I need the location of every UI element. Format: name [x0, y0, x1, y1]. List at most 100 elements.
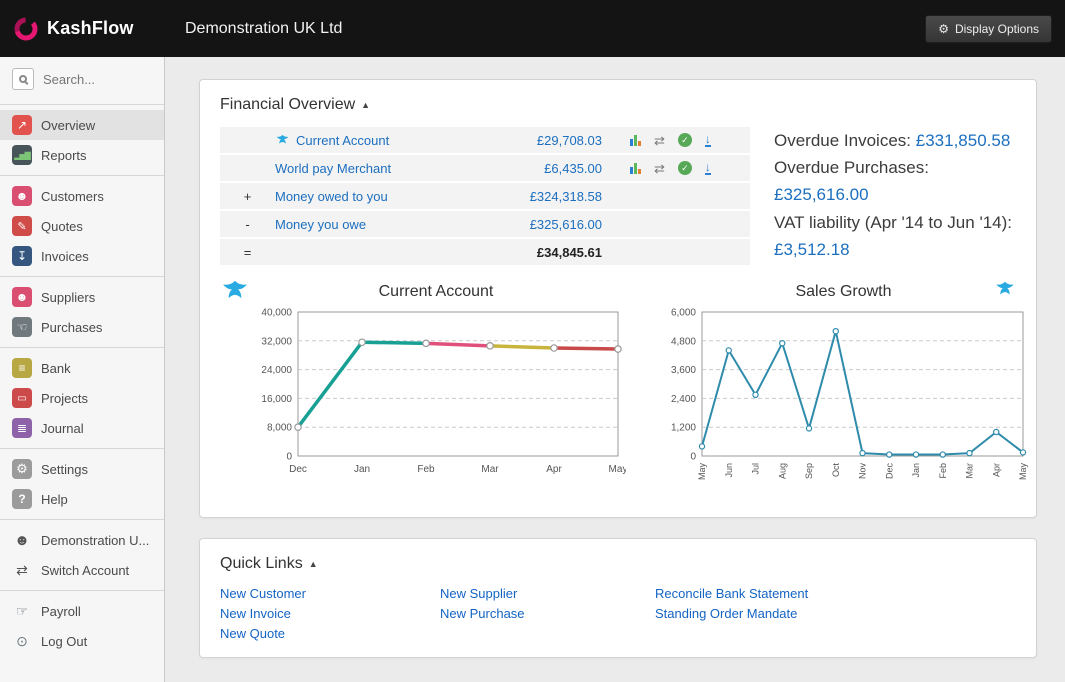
- money-you-owe-link[interactable]: Money you owe: [275, 216, 367, 232]
- svg-text:Feb: Feb: [417, 464, 435, 475]
- sidebar-item-settings[interactable]: Settings: [0, 454, 164, 484]
- svg-text:6,000: 6,000: [671, 308, 696, 319]
- vat-liability-line: VAT liability (Apr '14 to Jun '14): £3,5…: [774, 212, 1012, 259]
- power-icon: [12, 631, 32, 651]
- svg-text:0: 0: [286, 452, 292, 463]
- hand-icon: [12, 317, 32, 337]
- invoice-tray-icon: [12, 246, 32, 266]
- table-row-current-account: Current Account £29,708.03 ⇄ ✓ ↓: [220, 127, 750, 153]
- sidebar: Overview Reports Customers Quotes Invoic…: [0, 57, 165, 682]
- svg-text:Oct: Oct: [831, 463, 841, 478]
- sidebar-item-quotes[interactable]: Quotes: [0, 211, 164, 241]
- quote-doc-icon: [12, 216, 32, 236]
- sidebar-search: [0, 59, 164, 99]
- standing-order-mandate-link[interactable]: Standing Order Mandate: [655, 606, 798, 621]
- svg-text:Aug: Aug: [777, 463, 787, 479]
- folder-icon: [12, 388, 32, 408]
- overdue-purchases-value[interactable]: £325,616.00: [774, 185, 869, 205]
- display-options-button[interactable]: ⚙ Display Options: [925, 14, 1052, 43]
- import-statement-icon[interactable]: ↓: [704, 131, 711, 147]
- sidebar-item-reports[interactable]: Reports: [0, 140, 164, 170]
- main-content: Financial Overview ▲ Current Account £29,…: [165, 57, 1065, 682]
- gear-icon: [12, 459, 32, 479]
- barclays-eagle-icon: [223, 280, 247, 299]
- new-supplier-link[interactable]: New Supplier: [440, 586, 518, 601]
- chart-title: Current Account: [378, 283, 494, 300]
- money-owed-link[interactable]: Money owed to you: [275, 188, 388, 204]
- net-total-amount: £34,845.61: [536, 244, 602, 260]
- new-customer-link[interactable]: New Customer: [220, 586, 306, 601]
- bar-chart-icon: [12, 145, 32, 165]
- reconcile-bank-statement-link[interactable]: Reconcile Bank Statement: [655, 586, 809, 601]
- quick-links-card: Quick Links ▲ New Customer New Invoice Ne…: [199, 538, 1037, 658]
- collapse-icon[interactable]: ▲: [361, 99, 371, 110]
- overdue-purchases-line: Overdue Purchases: £325,616.00: [774, 158, 929, 205]
- sidebar-item-projects[interactable]: Projects: [0, 383, 164, 413]
- display-options-label: Display Options: [954, 21, 1039, 36]
- sales-growth-chart: Sales Growth 0 1,200 2,400 3,600 4,800 6,000 M…: [656, 283, 1031, 501]
- svg-text:May: May: [697, 463, 707, 481]
- sidebar-item-journal[interactable]: Journal: [0, 413, 164, 443]
- worldpay-balance[interactable]: £6,435.00: [544, 160, 602, 176]
- search-input[interactable]: [43, 71, 148, 87]
- sidebar-item-customers[interactable]: Customers: [0, 181, 164, 211]
- svg-text:0: 0: [690, 452, 696, 463]
- sidebar-item-account[interactable]: Demonstration U...: [0, 525, 164, 555]
- mini-chart-icon[interactable]: [630, 162, 641, 174]
- sidebar-item-overview[interactable]: Overview: [0, 110, 164, 140]
- sidebar-divider: [0, 276, 164, 277]
- reconcile-check-icon[interactable]: ✓: [677, 161, 692, 175]
- sidebar-item-purchases[interactable]: Purchases: [0, 312, 164, 342]
- new-purchase-link[interactable]: New Purchase: [440, 606, 525, 621]
- search-icon: [12, 68, 34, 90]
- svg-text:Jan: Jan: [354, 464, 370, 475]
- switch-arrows-icon: [12, 560, 32, 580]
- svg-text:2,400: 2,400: [671, 394, 696, 405]
- new-quote-link[interactable]: New Quote: [220, 626, 286, 641]
- payroll-hand-icon: [12, 601, 32, 621]
- sidebar-item-switch-account[interactable]: Switch Account: [0, 555, 164, 585]
- sales-growth-chart-plot: 0 1,200 2,400 3,600 4,800 6,000 May Jun Jul Aug Se…: [656, 304, 1031, 501]
- money-you-owe-amount[interactable]: £325,616.00: [529, 216, 602, 232]
- overdue-invoices-value[interactable]: £331,850.58: [915, 131, 1011, 150]
- current-account-balance[interactable]: £29,708.03: [536, 132, 602, 148]
- sidebar-item-logout[interactable]: Log Out: [0, 626, 164, 656]
- new-invoice-link[interactable]: New Invoice: [220, 606, 291, 621]
- sidebar-item-help[interactable]: Help: [0, 484, 164, 514]
- barclays-eagle-icon: [276, 134, 289, 144]
- svg-text:Jul: Jul: [751, 463, 761, 475]
- current-account-link[interactable]: Current Account: [275, 133, 490, 148]
- collapse-icon[interactable]: ▲: [308, 558, 318, 569]
- svg-text:Mar: Mar: [481, 464, 499, 475]
- overdue-invoices-line: Overdue Invoices: £331,850.58: [774, 131, 1011, 150]
- svg-text:16,000: 16,000: [261, 394, 292, 405]
- svg-text:24,000: 24,000: [261, 365, 292, 376]
- table-row-money-you-owe: - Money you owe £325,616.00: [220, 211, 750, 237]
- banknote-icon: [12, 358, 32, 378]
- transfer-icon[interactable]: ⇄: [654, 160, 665, 176]
- reconcile-check-icon[interactable]: ✓: [677, 133, 692, 147]
- money-owed-amount[interactable]: £324,318.58: [529, 188, 602, 204]
- svg-text:40,000: 40,000: [261, 308, 292, 319]
- worldpay-merchant-link[interactable]: World pay Merchant: [275, 160, 392, 176]
- sidebar-item-invoices[interactable]: Invoices: [0, 241, 164, 271]
- question-icon: [12, 489, 32, 509]
- kashflow-swirl-icon: [14, 17, 38, 40]
- line-chart-icon: [12, 115, 32, 135]
- current-account-chart: Current Account 0 8,000 16,000 24,000 32,000…: [246, 283, 627, 501]
- svg-text:Mar: Mar: [965, 463, 975, 479]
- svg-text:Dec: Dec: [289, 464, 307, 475]
- transfer-icon[interactable]: ⇄: [654, 132, 665, 148]
- import-statement-icon[interactable]: ↓: [704, 159, 711, 175]
- sidebar-item-payroll[interactable]: Payroll: [0, 596, 164, 626]
- sidebar-divider: [0, 104, 164, 105]
- barclays-eagle-icon: [996, 281, 1014, 295]
- mini-chart-icon[interactable]: [630, 134, 641, 146]
- vat-liability-value[interactable]: £3,512.18: [774, 239, 850, 259]
- sidebar-item-suppliers[interactable]: Suppliers: [0, 282, 164, 312]
- overdue-summary: Overdue Invoices: £331,850.58 Overdue Pu…: [774, 127, 1016, 263]
- kashflow-logo[interactable]: KashFlow: [0, 16, 165, 42]
- table-row-worldpay: World pay Merchant £6,435.00 ⇄ ✓ ↓: [220, 155, 750, 181]
- sidebar-item-bank[interactable]: Bank: [0, 353, 164, 383]
- chart-title: Sales Growth: [795, 283, 892, 300]
